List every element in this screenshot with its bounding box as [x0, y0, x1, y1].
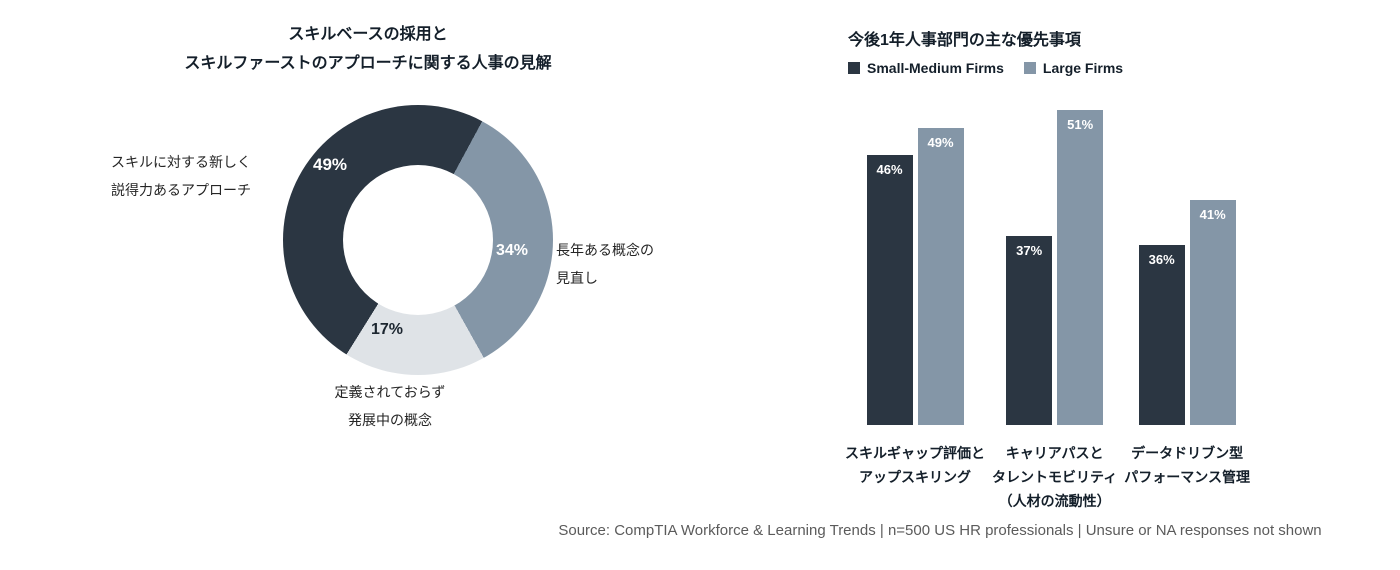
- category-label: データドリブン型 パフォーマンス管理: [1124, 441, 1250, 489]
- bar-group: 37% 51% キャリアパスと タレントモビリティ （人材の流動性）: [992, 95, 1117, 513]
- bar-value-label: 49%: [927, 135, 954, 150]
- bar-group: 46% 49% スキルギャップ評価と アップスキリング: [845, 95, 985, 489]
- bar: 37%: [1006, 236, 1053, 425]
- bar: 46%: [866, 155, 913, 425]
- bar-pair: 37% 51%: [1006, 95, 1104, 425]
- segment-label-line: 見直し: [556, 270, 598, 286]
- legend-label: Large Firms: [1042, 60, 1124, 76]
- category-label-line: パフォーマンス管理: [1124, 469, 1250, 485]
- bar-value-label: 36%: [1148, 252, 1175, 267]
- legend-swatch-dark: [848, 62, 860, 74]
- bar-group: 36% 41% データドリブン型 パフォーマンス管理: [1124, 95, 1250, 489]
- donut-value-label-34: 34%: [496, 242, 529, 259]
- category-label-line: データドリブン型: [1131, 445, 1244, 461]
- legend-item-small-medium-firms: Small-Medium Firms: [848, 60, 1004, 76]
- bar-pair: 46% 49%: [866, 95, 964, 425]
- bar-value-label: 41%: [1199, 207, 1226, 222]
- category-label-line: （人材の流動性）: [998, 493, 1111, 509]
- category-label: キャリアパスと タレントモビリティ （人材の流動性）: [992, 441, 1117, 513]
- bar-value-label: 51%: [1067, 117, 1094, 132]
- bar-plot: 46% 49% スキルギャップ評価と アップスキリング 37% 51% キャリアパスと タレン…: [845, 95, 1250, 513]
- category-label-line: アップスキリング: [859, 469, 971, 485]
- bar: 36%: [1138, 245, 1185, 425]
- donut-value-label-49: 49%: [313, 155, 348, 174]
- legend-swatch-gray: [1023, 62, 1036, 74]
- segment-label-line: 定義されておらず: [334, 384, 446, 400]
- segment-label-line: 説得力あるアプローチ: [111, 182, 251, 198]
- donut-hole: [343, 165, 493, 315]
- donut-segment-label-new-approach: スキルに対する新しく 説得力あるアプローチ: [86, 148, 276, 204]
- bar: 51%: [1057, 110, 1104, 425]
- donut-chart-title-line2: スキルファーストのアプローチに関する人事の見解: [184, 55, 552, 72]
- bar: 49%: [917, 128, 964, 425]
- segment-label-line: 長年ある概念の: [556, 242, 654, 258]
- source-note: Source: CompTIA Workforce & Learning Tre…: [558, 522, 1322, 539]
- donut: 49% 34% 17%: [283, 105, 553, 375]
- bar-pair: 36% 41%: [1138, 95, 1236, 425]
- legend: Small-Medium Firms Large Firms: [848, 60, 1123, 76]
- segment-label-line: スキルに対する新しく: [111, 154, 251, 170]
- category-label-line: スキルギャップ評価と: [845, 445, 985, 461]
- bar-value-label: 46%: [876, 162, 903, 177]
- donut-segment-label-old-concept: 長年ある概念の 見直し: [556, 236, 654, 292]
- segment-label-line: 発展中の概念: [348, 412, 432, 428]
- donut-segment-label-evolving-concept: 定義されておらず 発展中の概念: [290, 378, 490, 434]
- bar-value-label: 37%: [1016, 243, 1043, 258]
- category-label-line: キャリアパスと: [1005, 445, 1104, 461]
- donut-chart-title-line1: スキルベースの採用と: [288, 26, 448, 43]
- donut-value-label-17: 17%: [371, 321, 404, 338]
- donut-chart-title: スキルベースの採用と スキルファーストのアプローチに関する人事の見解: [168, 20, 568, 78]
- legend-label: Small-Medium Firms: [867, 60, 1004, 76]
- category-label-line: タレントモビリティ: [992, 469, 1118, 485]
- category-label: スキルギャップ評価と アップスキリング: [845, 441, 985, 489]
- bar: 41%: [1189, 200, 1236, 425]
- legend-item-large-firms: Large Firms: [1023, 60, 1124, 76]
- bar-chart-title: 今後1年人事部門の主な優先事項: [848, 32, 1081, 49]
